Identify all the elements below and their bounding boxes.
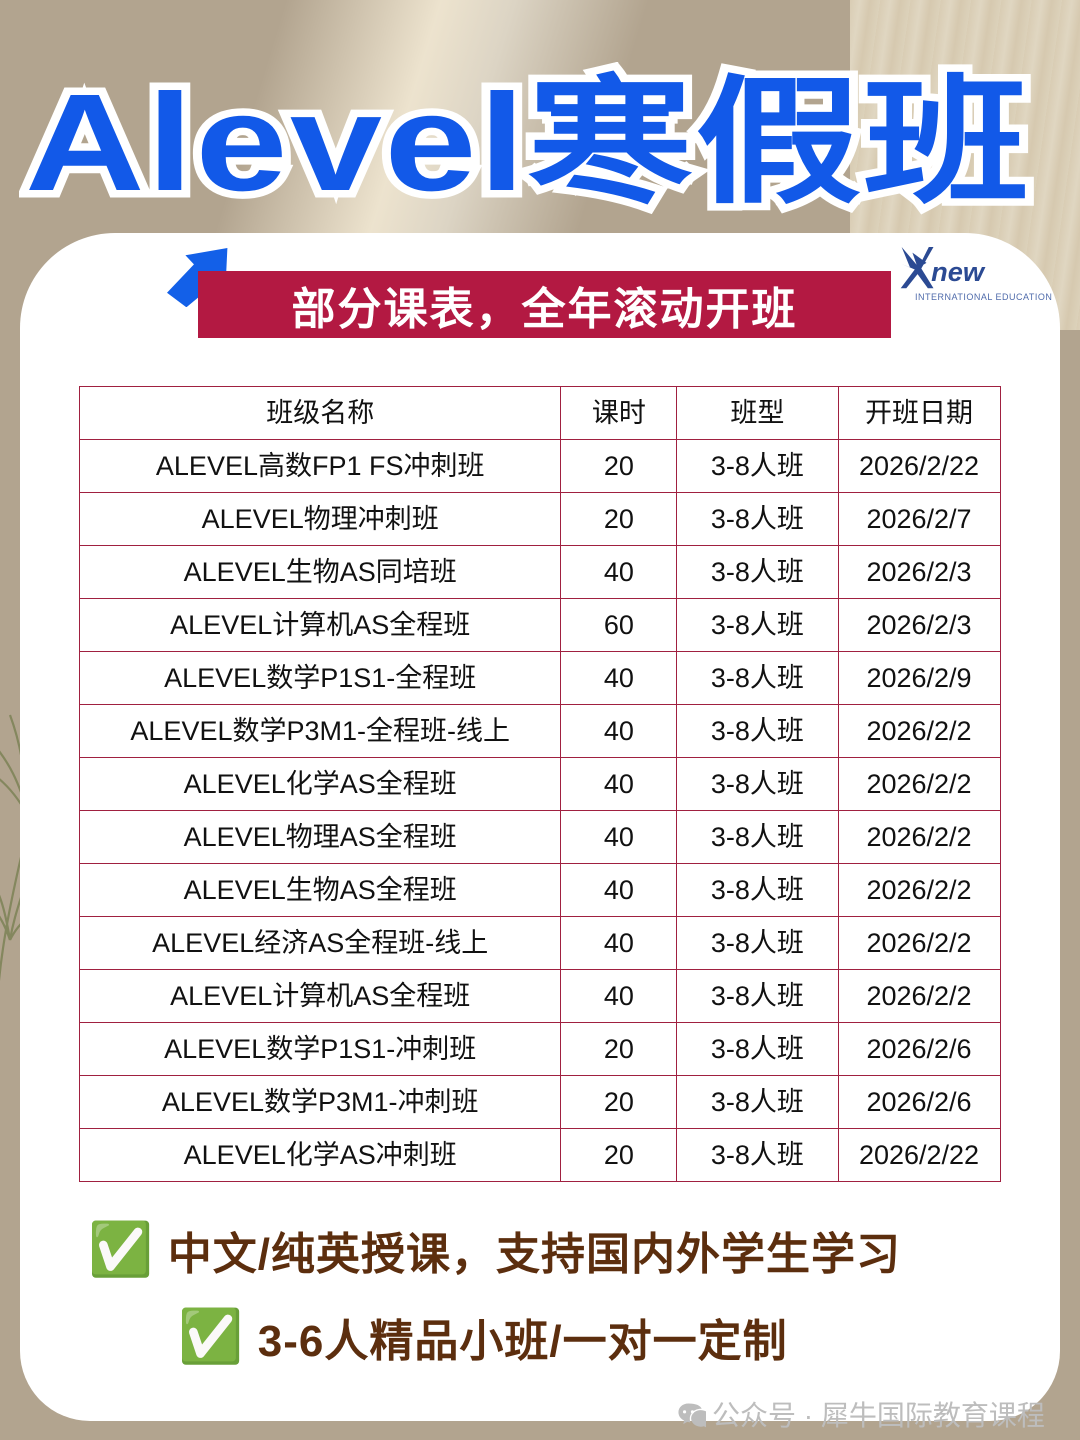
svg-text:new: new [931, 256, 986, 287]
